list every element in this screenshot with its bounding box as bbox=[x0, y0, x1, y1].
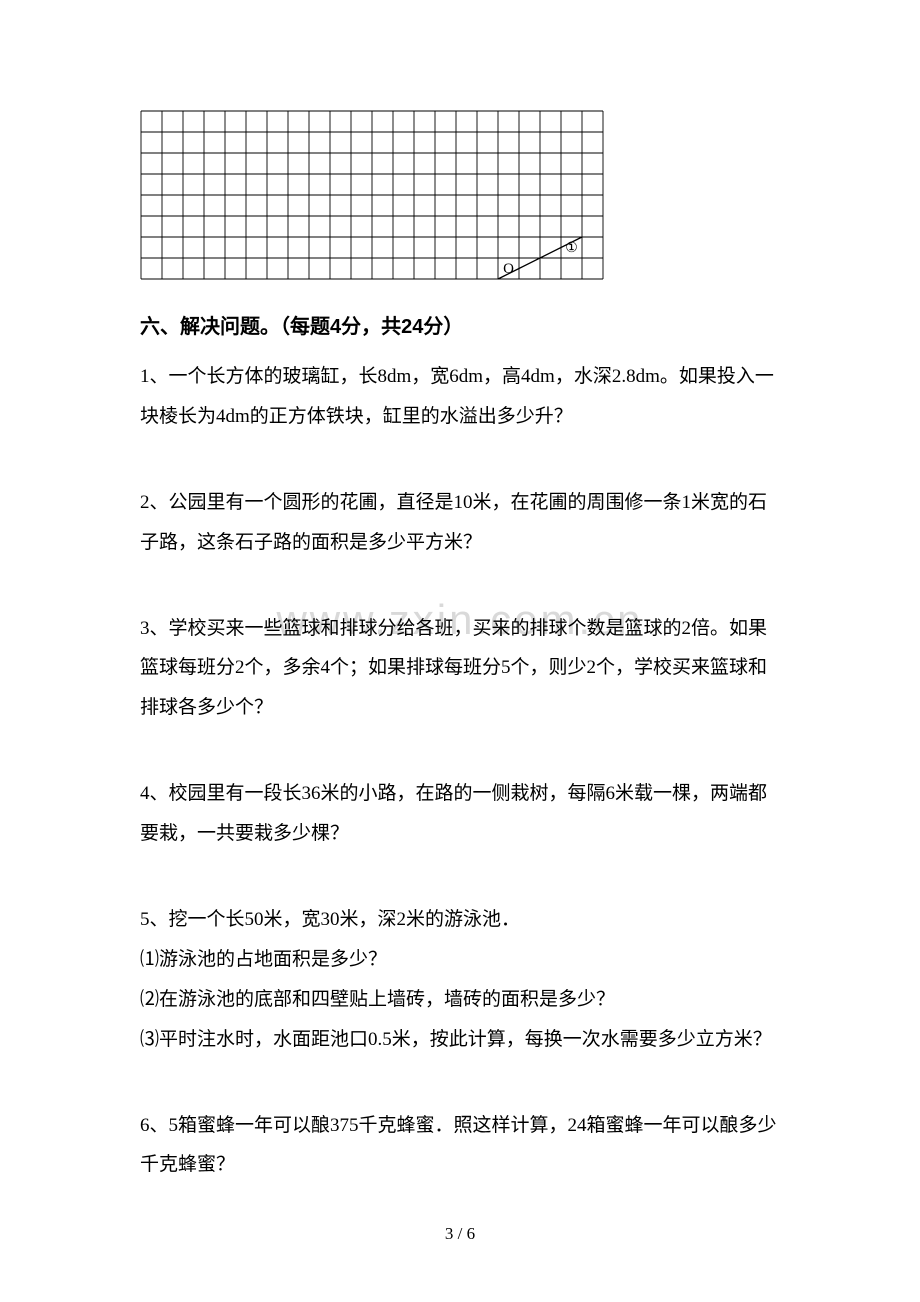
question-5-sub2: ⑵在游泳池的底部和四壁贴上墙砖，墙砖的面积是多少？ bbox=[140, 980, 780, 1020]
question-4: 4、校园里有一段长36米的小路，在路的一侧栽树，每隔6米载一棵，两端都要栽，一共… bbox=[140, 774, 780, 854]
svg-text:①: ① bbox=[565, 241, 578, 256]
question-5: 5、挖一个长50米，宽30米，深2米的游泳池． ⑴游泳池的占地面积是多少？ ⑵在… bbox=[140, 900, 780, 1060]
question-1: 1、一个长方体的玻璃缸，长8dm，宽6dm，高4dm，水深2.8dm。如果投入一… bbox=[140, 357, 780, 437]
svg-text:O: O bbox=[503, 261, 514, 277]
section-heading: 六、解决问题。（每题4分，共24分） bbox=[140, 310, 780, 339]
question-3: 3、学校买来一些篮球和排球分给各班，买来的排球个数是篮球的2倍。如果篮球每班分2… bbox=[140, 609, 780, 729]
grid-svg: O① bbox=[140, 110, 604, 280]
question-6: 6、5箱蜜蜂一年可以酿375千克蜂蜜．照这样计算，24箱蜜蜂一年可以酿多少千克蜂… bbox=[140, 1106, 780, 1186]
answer-grid: O① bbox=[140, 110, 780, 280]
question-5-sub3: ⑶平时注水时，水面距池口0.5米，按此计算，每换一次水需要多少立方米？ bbox=[140, 1020, 780, 1060]
question-5-sub1: ⑴游泳池的占地面积是多少？ bbox=[140, 940, 780, 980]
page-number: 3 / 6 bbox=[0, 1224, 920, 1244]
question-2: 2、公园里有一个圆形的花圃，直径是10米，在花圃的周围修一条1米宽的石子路，这条… bbox=[140, 483, 780, 563]
question-5-stem: 5、挖一个长50米，宽30米，深2米的游泳池． bbox=[140, 900, 780, 940]
